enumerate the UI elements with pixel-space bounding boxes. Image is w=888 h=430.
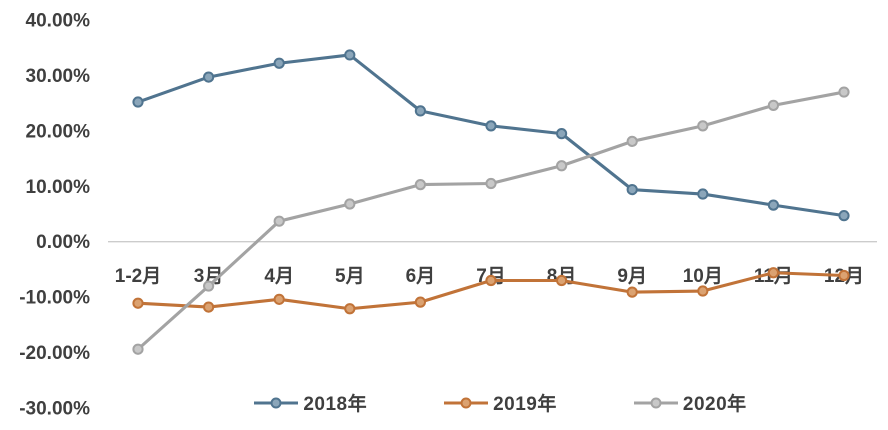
data-point-2020年-5月	[344, 198, 356, 210]
data-point-2019年-5月	[344, 303, 356, 315]
legend-label-2019: 2019年	[493, 394, 557, 415]
legend-item-2019: 2019年	[443, 389, 557, 416]
data-point-2020年-4月	[273, 215, 285, 227]
x-axis-tick-label: 3月	[194, 266, 224, 287]
data-point-2019年-4月	[273, 293, 285, 305]
data-point-2020年-1-2月	[132, 343, 144, 355]
data-point-2020年-3月	[203, 280, 215, 292]
data-point-2019年-6月	[414, 296, 426, 308]
x-axis-tick-label: 1-2月	[115, 266, 161, 287]
data-point-2019年-12月	[838, 269, 850, 282]
y-axis-tick-label: 20.00%	[26, 121, 91, 142]
x-axis-tick-label: 9月	[617, 266, 647, 287]
data-point-2019年-10月	[697, 285, 709, 297]
data-point-2018年-12月	[838, 210, 850, 222]
x-axis-tick-label: 4月	[264, 266, 294, 287]
data-point-2020年-7月	[485, 177, 497, 190]
legend-label-2018: 2018年	[303, 394, 368, 415]
x-axis-tick-label: 6月	[406, 266, 436, 287]
y-axis-tick-label: 0.00%	[36, 232, 90, 253]
legend-marker-2018-icon	[254, 397, 299, 408]
series-line-2018年	[136, 53, 846, 218]
data-point-2018年-7月	[485, 120, 497, 132]
y-axis-tick-label: 30.00%	[26, 66, 91, 87]
chart-legend: 2018年 2019年 2020年	[0, 389, 888, 416]
data-point-2019年-3月	[203, 301, 215, 313]
y-axis-tick-label: -30.00%	[19, 398, 90, 419]
data-point-2018年-3月	[203, 71, 215, 83]
data-point-2018年-6月	[414, 105, 426, 117]
data-point-2020年-12月	[838, 86, 850, 98]
data-point-2018年-4月	[273, 57, 285, 69]
data-point-2019年-1-2月	[132, 297, 144, 309]
y-axis-tick-label: -10.00%	[19, 288, 90, 309]
data-point-2018年-8月	[556, 128, 568, 140]
legend-item-2020: 2020年	[633, 389, 747, 416]
x-axis-tick-label: 10月	[683, 266, 723, 287]
data-point-2018年-1-2月	[132, 96, 144, 108]
y-axis-tick-label: 40.00%	[26, 11, 91, 32]
data-point-2019年-8月	[556, 274, 568, 287]
legend-label-2020: 2020年	[682, 394, 747, 415]
legend-marker-2020-icon	[633, 397, 678, 408]
legend-item-2018: 2018年	[253, 389, 367, 416]
y-axis-tick-label: -20.00%	[19, 343, 90, 364]
data-point-2020年-8月	[556, 160, 568, 172]
data-point-2020年-10月	[697, 120, 709, 132]
legend-marker-2019-icon	[444, 397, 489, 408]
y-axis-tick-label: 10.00%	[26, 177, 91, 198]
data-point-2018年-9月	[626, 184, 638, 196]
data-point-2018年-5月	[344, 49, 356, 61]
data-point-2019年-9月	[626, 286, 638, 298]
data-point-2019年-11月	[767, 267, 780, 279]
data-point-2020年-9月	[626, 135, 638, 147]
data-point-2020年-6月	[414, 179, 426, 191]
data-point-2018年-11月	[767, 199, 780, 211]
x-axis-tick-label: 5月	[335, 266, 365, 287]
data-point-2020年-11月	[767, 99, 780, 111]
data-point-2018年-10月	[697, 188, 709, 200]
data-point-2019年-7月	[485, 274, 497, 287]
